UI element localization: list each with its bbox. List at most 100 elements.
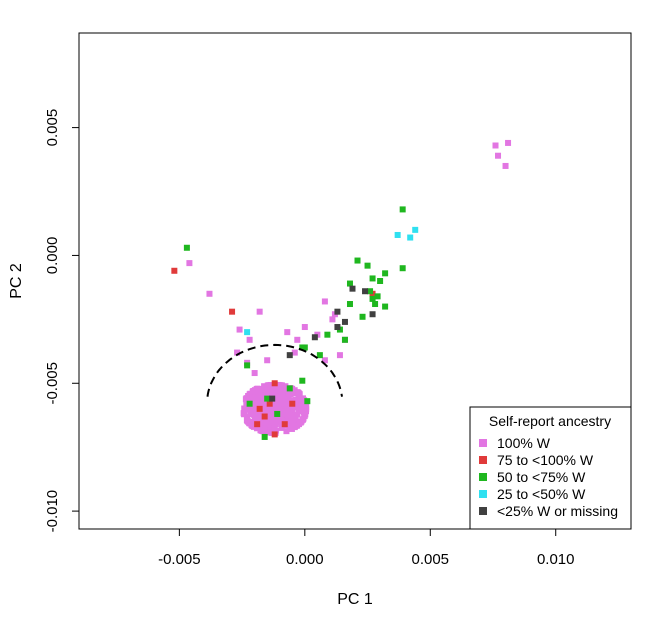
legend-label: <25% W or missing: [497, 503, 618, 519]
point-100-w: [292, 396, 299, 403]
point-100-w: [256, 308, 263, 315]
point-100-w: [276, 397, 283, 404]
legend-swatch: [479, 439, 487, 447]
y-tick-label: -0.010: [44, 490, 61, 533]
point-75-to-100-w: [266, 400, 273, 407]
point-25-w-or-missing: [286, 352, 293, 359]
point-100-w: [277, 393, 284, 400]
point-75-to-100-w: [261, 413, 268, 420]
point-75-to-100-w: [254, 421, 261, 428]
point-100-w: [243, 417, 250, 424]
point-50-to-75-w: [261, 433, 268, 440]
point-100-w: [289, 421, 296, 428]
point-100-w: [271, 423, 278, 430]
point-100-w: [285, 395, 292, 402]
point-100-w: [294, 422, 301, 429]
point-100-w: [260, 397, 267, 404]
point-100-w: [265, 425, 272, 432]
point-50-to-75-w: [286, 385, 293, 392]
point-100-w: [236, 326, 243, 333]
legend-label: 50 to <75% W: [497, 469, 586, 485]
point-100-w: [242, 396, 249, 403]
point-100-w: [281, 400, 288, 407]
point-25-w-or-missing: [334, 308, 341, 315]
legend: Self-report ancestry 100% W75 to <100% W…: [469, 406, 632, 530]
point-25-to-50-w: [407, 234, 414, 241]
point-25-to-50-w: [412, 226, 419, 233]
point-50-to-75-w: [354, 257, 361, 264]
point-25-w-or-missing: [349, 285, 356, 292]
point-100-w: [243, 400, 250, 407]
point-100-w: [247, 411, 254, 418]
point-25-w-or-missing: [334, 324, 341, 331]
point-100-w: [294, 336, 301, 343]
point-100-w: [321, 298, 328, 305]
point-100-w: [269, 412, 276, 419]
y-tick-label: -0.005: [44, 362, 61, 405]
point-50-to-75-w: [377, 278, 384, 284]
point-50-to-75-w: [264, 395, 271, 402]
dashed-arc-annotation: [206, 343, 343, 397]
point-100-w: [285, 388, 292, 395]
point-100-w: [290, 417, 297, 424]
point-100-w: [264, 357, 271, 364]
point-100-w: [256, 413, 263, 420]
point-100-w: [502, 162, 509, 169]
data-points: [171, 139, 512, 440]
point-100-w: [288, 425, 295, 432]
point-50-to-75-w: [369, 275, 376, 282]
point-75-to-100-w: [229, 308, 236, 315]
point-50-to-75-w: [374, 293, 381, 300]
point-100-w: [299, 404, 306, 411]
point-100-w: [265, 388, 272, 395]
point-100-w: [300, 409, 307, 416]
point-100-w: [260, 394, 267, 401]
point-100-w: [250, 388, 257, 395]
point-50-to-75-w: [304, 398, 311, 405]
point-100-w: [297, 419, 304, 426]
legend-label: 75 to <100% W: [497, 452, 594, 468]
point-25-to-50-w: [244, 329, 251, 336]
x-tick-label: -0.005: [158, 551, 201, 568]
point-100-w: [206, 290, 213, 297]
point-25-w-or-missing: [362, 288, 369, 295]
point-50-to-75-w: [372, 301, 379, 308]
point-50-to-75-w: [316, 352, 323, 359]
point-100-w: [273, 427, 280, 434]
point-100-w: [264, 382, 271, 389]
point-50-to-75-w: [399, 265, 406, 272]
legend-swatch: [479, 490, 487, 498]
point-100-w: [292, 412, 299, 419]
legend-swatch: [479, 473, 487, 481]
x-axis-label: PC 1: [337, 591, 373, 608]
point-100-w: [283, 405, 290, 412]
y-tick-label: 0.000: [44, 237, 61, 275]
point-100-w: [284, 411, 291, 418]
point-100-w: [262, 418, 269, 425]
legend-title: Self-report ancestry: [489, 413, 611, 429]
point-100-w: [263, 421, 270, 428]
point-50-to-75-w: [359, 313, 366, 320]
point-50-to-75-w: [324, 331, 331, 338]
point-100-w: [301, 324, 308, 331]
point-100-w: [244, 413, 251, 420]
point-100-w: [247, 407, 254, 414]
point-100-w: [256, 424, 263, 431]
point-100-w: [272, 391, 279, 398]
point-50-to-75-w: [246, 400, 253, 407]
point-100-w: [300, 415, 307, 422]
point-50-to-75-w: [301, 344, 308, 351]
point-100-w: [295, 390, 302, 397]
point-100-w: [303, 404, 310, 411]
point-100-w: [289, 413, 296, 420]
point-100-w: [278, 424, 285, 431]
point-100-w: [505, 139, 512, 146]
point-100-w: [259, 408, 266, 415]
x-tick-label: 0.010: [537, 551, 575, 568]
point-100-w: [264, 429, 271, 436]
point-50-to-75-w: [364, 262, 371, 269]
point-50-to-75-w: [369, 295, 376, 302]
point-100-w: [234, 349, 241, 356]
point-100-w: [186, 260, 193, 267]
